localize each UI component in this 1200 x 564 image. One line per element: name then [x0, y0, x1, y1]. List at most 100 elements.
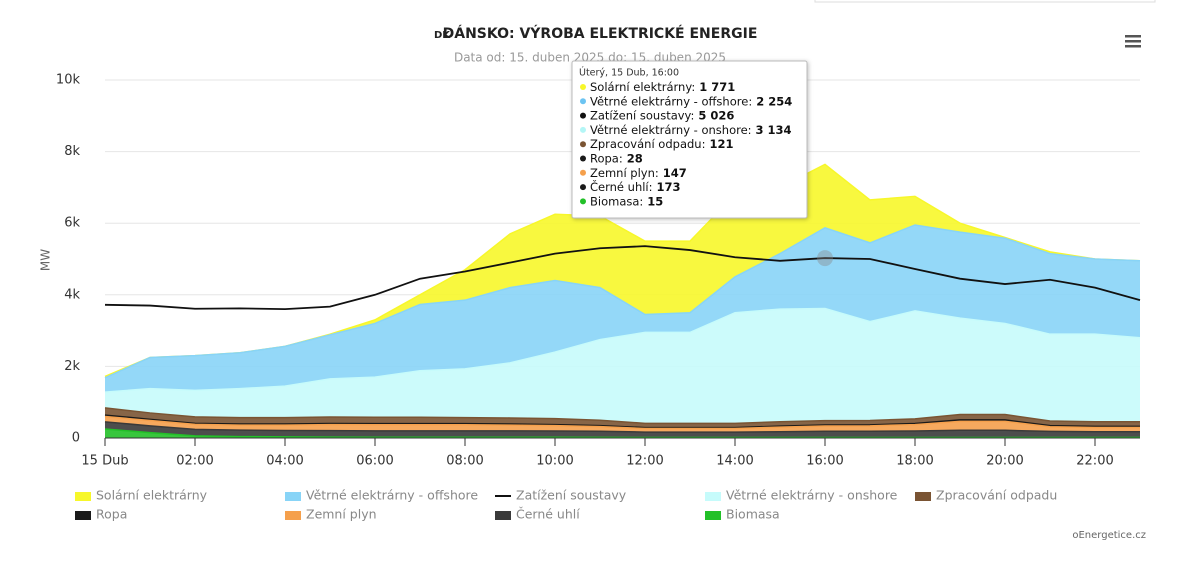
menu-icon[interactable]	[1125, 35, 1141, 48]
x-tick-label: 10:00	[536, 454, 573, 469]
legend-swatch	[915, 493, 931, 501]
legend: Solární elektrárny Větrné elektrárny - of…	[75, 488, 1057, 522]
area-edge	[104, 224, 1141, 379]
area	[105, 164, 1140, 378]
legend-label: Větrné elektrárny - onshore	[726, 488, 898, 503]
legend-swatch	[75, 512, 91, 520]
legend-swatch	[285, 493, 301, 501]
tooltip-row: Ropa: 28	[590, 151, 643, 165]
tooltip-name: Biomasa	[590, 194, 639, 208]
legend-swatch	[495, 512, 511, 520]
tooltip-name: Zatížení soustavy	[590, 108, 692, 122]
tooltip-value: 2 254	[756, 94, 792, 108]
x-tick-label: 18:00	[896, 454, 933, 469]
x-tick-label: 14:00	[716, 454, 753, 469]
area	[105, 429, 1140, 438]
y-tick-label: 4k	[64, 287, 80, 302]
tooltip-row: Zpracování odpadu: 121	[590, 137, 733, 151]
tooltip-sep: :	[655, 165, 659, 179]
area-edge	[104, 415, 1140, 430]
menu-bar[interactable]	[1125, 40, 1141, 43]
menu-bar[interactable]	[1125, 45, 1141, 48]
tooltip-name: Zemní plyn	[590, 165, 655, 179]
legend-swatch	[705, 512, 721, 520]
tooltip-sep: :	[748, 122, 752, 136]
x-tick-label: 22:00	[1076, 454, 1113, 469]
legend-swatch	[285, 512, 301, 520]
tooltip-sep: :	[691, 108, 695, 122]
area	[105, 308, 1140, 424]
area-edge	[104, 421, 1140, 433]
legend-label: Zemní plyn	[306, 507, 377, 522]
chart-title: DÁNSKO: VÝROBA ELEKTRICKÉ ENERGIE	[443, 24, 758, 42]
tooltip-value: 173	[657, 180, 681, 194]
legend-label: Biomasa	[726, 507, 780, 522]
tooltip-value: 121	[709, 137, 733, 151]
legend-label: Zpracování odpadu	[936, 488, 1057, 503]
hover-marker	[817, 250, 833, 267]
tooltip-value: 3 134	[756, 122, 792, 136]
y-axis-label: MW	[39, 249, 53, 271]
area-edge	[104, 428, 1140, 439]
x-tick-label: 08:00	[446, 454, 483, 469]
y-tick-label: 0	[72, 431, 80, 446]
tooltip-title: Úterý, 15 Dub, 16:00	[579, 67, 679, 79]
tooltip-name: Větrné elektrárny - onshore	[590, 122, 748, 136]
search-box-edge	[814, 0, 1156, 3]
tooltip-row: Černé uhlí: 173	[590, 179, 681, 194]
plot-area: 0 2k 4k 6k 8k 10k 15 Dub 02:00 04:00 06:00 08:00 10…	[56, 73, 1141, 469]
tooltip-name: Větrné elektrárny - offshore	[590, 94, 748, 108]
tooltip-dot	[580, 184, 586, 191]
tooltip-value: 28	[627, 151, 643, 165]
tooltip-row: Zatížení soustavy: 5 026	[590, 108, 734, 122]
area	[105, 407, 1140, 428]
tooltip-sep: :	[619, 151, 623, 165]
tooltip-name: Ropa	[590, 151, 619, 165]
tooltip-row: Zemní plyn: 147	[590, 165, 687, 179]
tooltip-dot	[580, 84, 586, 90]
x-tick-label: 04:00	[266, 454, 303, 469]
area	[105, 421, 1140, 438]
x-tick-label: 20:00	[986, 454, 1023, 469]
tooltip-name: Černé uhlí	[590, 179, 649, 194]
tooltip-sep: :	[649, 180, 653, 194]
tooltip-dot	[580, 169, 586, 176]
y-tick-label: 6k	[64, 216, 80, 231]
line	[104, 245, 1141, 311]
legend-label: Ropa	[96, 507, 127, 522]
legend-label: Zatížení soustavy	[516, 488, 627, 503]
tooltip-sep: :	[748, 94, 752, 108]
tooltip-value: 15	[647, 194, 663, 208]
tooltip-row: Větrné elektrárny - onshore: 3 134	[590, 122, 792, 136]
area	[105, 224, 1140, 393]
x-tick-label: 16:00	[806, 454, 843, 469]
area	[105, 416, 1140, 433]
title-prefix: DK	[434, 30, 451, 41]
tooltip-value: 1 771	[699, 80, 735, 94]
legend-label: Větrné elektrárny - offshore	[306, 488, 478, 503]
menu-bar[interactable]	[1125, 35, 1141, 38]
tooltip-sep: :	[691, 80, 695, 94]
tooltip-dot	[580, 155, 586, 162]
tooltip-dot	[580, 98, 586, 105]
y-tick-label: 10k	[56, 73, 81, 88]
tooltip-box	[571, 60, 808, 219]
tooltip-dot	[580, 198, 586, 205]
tooltip-dot	[580, 112, 586, 119]
area-edge	[104, 414, 1140, 429]
x-tick-label: 15 Dub	[81, 454, 128, 469]
tooltip-sep: :	[702, 137, 706, 151]
credit: oEnergetice.cz	[1072, 530, 1146, 541]
y-tick-label: 8k	[64, 144, 80, 159]
x-tick-label: 12:00	[626, 454, 663, 469]
x-tick-label: 06:00	[356, 454, 393, 469]
tooltip-sep: :	[639, 194, 643, 208]
tooltip-dot	[580, 126, 586, 133]
legend-swatch	[705, 493, 721, 501]
y-tick-label: 2k	[64, 359, 80, 374]
tooltip-row: Větrné elektrárny - offshore: 2 254	[590, 94, 792, 108]
tooltip-name: Zpracování odpadu	[590, 137, 702, 151]
tooltip-value: 147	[663, 165, 687, 179]
